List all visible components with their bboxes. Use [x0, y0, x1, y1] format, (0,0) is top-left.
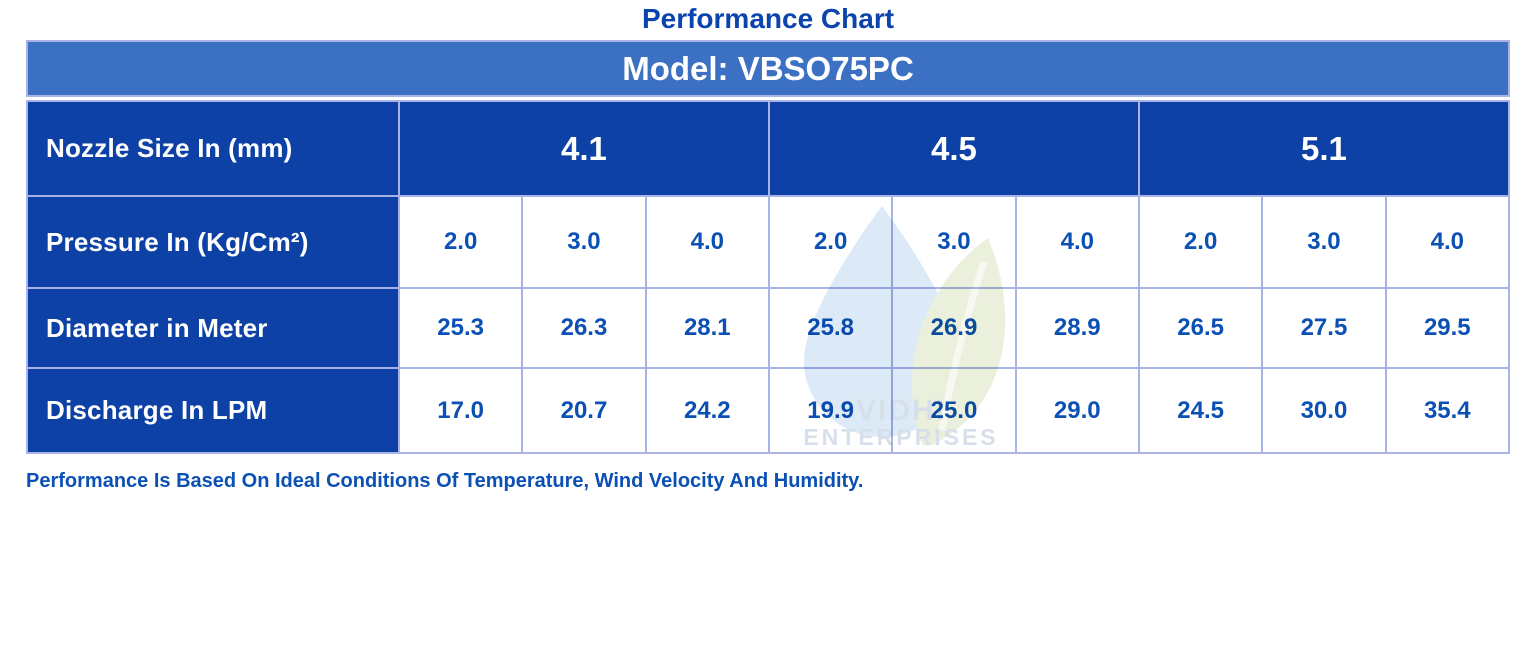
- diameter-cell: 25.3: [397, 287, 524, 369]
- nozzle-size-cell: 5.1: [1137, 100, 1511, 197]
- diameter-cell: 27.5: [1261, 287, 1387, 369]
- pressure-cell: 4.0: [1384, 195, 1511, 289]
- pressure-cell: 2.0: [767, 195, 894, 289]
- pressure-cell: 4.0: [1014, 195, 1140, 289]
- diameter-cell: 26.5: [1137, 287, 1264, 369]
- discharge-cell: 30.0: [1261, 367, 1387, 454]
- discharge-cell: 35.4: [1384, 367, 1511, 454]
- model-header-label: Model: VBSO75PC: [622, 49, 914, 87]
- table-row-discharge: Discharge In LPM 17.0 20.7 24.2 19.9 25.…: [26, 367, 1511, 454]
- table-row-pressure: Pressure In (Kg/Cm²) 2.0 3.0 4.0 2.0 3.0…: [26, 195, 1511, 289]
- pressure-cell: 2.0: [1137, 195, 1264, 289]
- nozzle-size-cell: 4.1: [397, 100, 770, 197]
- performance-table: Nozzle Size In (mm) 4.1 4.5 5.1 Pressure…: [26, 100, 1511, 454]
- pressure-cell: 3.0: [1261, 195, 1387, 289]
- diameter-cell: 28.1: [644, 287, 770, 369]
- diameter-cell: 25.8: [767, 287, 894, 369]
- row-label-diameter: Diameter in Meter: [26, 287, 400, 369]
- table-row-diameter: Diameter in Meter 25.3 26.3 28.1 25.8 26…: [26, 287, 1511, 369]
- table-row-nozzle-size: Nozzle Size In (mm) 4.1 4.5 5.1: [26, 100, 1511, 197]
- pressure-cell: 3.0: [521, 195, 647, 289]
- diameter-cell: 28.9: [1014, 287, 1140, 369]
- row-label-nozzle-size: Nozzle Size In (mm): [26, 100, 400, 197]
- nozzle-size-cell: 4.5: [767, 100, 1140, 197]
- discharge-cell: 29.0: [1014, 367, 1140, 454]
- footnote: Performance Is Based On Ideal Conditions…: [26, 470, 864, 492]
- diameter-cell: 26.9: [891, 287, 1017, 369]
- row-label-pressure: Pressure In (Kg/Cm²): [26, 195, 400, 289]
- discharge-cell: 24.2: [644, 367, 770, 454]
- discharge-cell: 25.0: [891, 367, 1017, 454]
- page-title: Performance Chart: [641, 3, 895, 34]
- discharge-cell: 17.0: [397, 367, 524, 454]
- diameter-cell: 26.3: [521, 287, 647, 369]
- discharge-cell: 24.5: [1137, 367, 1264, 454]
- pressure-cell: 3.0: [891, 195, 1017, 289]
- model-header-banner: Model: VBSO75PC: [26, 40, 1510, 97]
- discharge-cell: 20.7: [521, 367, 647, 454]
- discharge-cell: 19.9: [767, 367, 894, 454]
- pressure-cell: 4.0: [644, 195, 770, 289]
- pressure-cell: 2.0: [397, 195, 524, 289]
- diameter-cell: 29.5: [1384, 287, 1511, 369]
- row-label-discharge: Discharge In LPM: [26, 367, 400, 454]
